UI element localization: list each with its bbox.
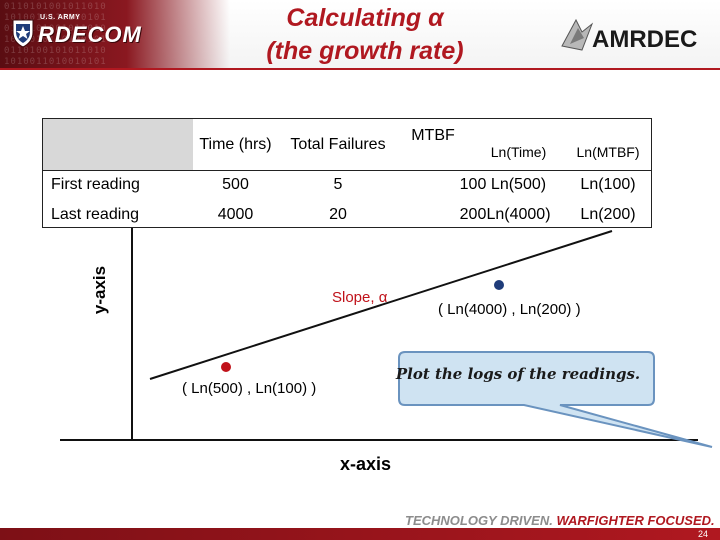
column-header-total-failures: Total Failures — [290, 135, 386, 153]
footer-tagline: TECHNOLOGY DRIVEN. WARFIGHTER FOCUSED. — [405, 513, 715, 528]
row-label-first-reading: First reading — [51, 176, 140, 193]
footer-bar — [0, 528, 720, 540]
header-rule — [0, 68, 720, 70]
last-mtbf-cell: 200 — [459, 205, 487, 223]
header-binary-pattern: 0110101001011010 1010010110100101 010110… — [0, 0, 230, 70]
shield-icon — [12, 19, 34, 48]
first-reading-point — [221, 362, 231, 372]
title-line-1: Calculating α — [286, 4, 444, 32]
army-label: U.S. ARMY — [40, 14, 81, 21]
first-ln-time-cell: Ln(500) — [490, 176, 547, 193]
title-line-2: (the growth rate) — [266, 37, 464, 65]
slope-label: Slope, α — [332, 289, 388, 306]
y-axis-label: y-axis — [90, 265, 109, 315]
amrdec-wordmark: AMRDEC — [592, 26, 698, 53]
last-time-cell: 4000 — [217, 205, 254, 223]
column-header-ln-mtbf: Ln(MTBF) — [576, 144, 640, 160]
amrdec-emblem-icon — [561, 18, 594, 51]
column-header-time: Time (hrs) — [199, 135, 272, 153]
row-divider — [43, 170, 651, 171]
header-corner-cell — [43, 119, 193, 170]
x-axis-label: x-axis — [340, 454, 392, 474]
first-ln-mtbf-cell: Ln(100) — [580, 176, 636, 193]
last-reading-point — [494, 280, 504, 290]
column-header-ln-time: Ln(Time) — [490, 144, 547, 160]
binary-decoration: 0110101001011010 1010010110100101 010110… — [4, 2, 107, 67]
last-failures-cell: 20 — [329, 205, 347, 223]
header-banner: 0110101001011010 1010010110100101 010110… — [0, 0, 720, 70]
rdecom-logo: U.S. ARMY RDECOM — [8, 12, 168, 52]
page-number: 24 — [697, 529, 708, 539]
amrdec-logo: AMRDEC — [560, 10, 710, 60]
last-ln-mtbf-cell: Ln(200) — [580, 205, 636, 223]
slope-line — [149, 230, 613, 380]
last-ln-time-cell: Ln(4000) — [486, 205, 551, 223]
first-mtbf-cell: 100 — [459, 176, 487, 193]
column-header-mtbf: MTBF — [411, 127, 455, 144]
callout-text: Plot the logs of the readings. — [395, 365, 641, 383]
first-failures-cell: 5 — [333, 176, 343, 193]
first-time-cell: 500 — [222, 176, 249, 193]
tagline-technology: TECHNOLOGY DRIVEN. — [405, 513, 553, 528]
readings-table: Time (hrs) Total Failures MTBF Ln(Time) … — [42, 118, 652, 228]
rdecom-wordmark: RDECOM — [38, 22, 142, 47]
callout-bubble — [398, 351, 713, 448]
first-point-label: ( Ln(500) , Ln(100) ) — [182, 380, 317, 397]
last-point-label: ( Ln(4000) , Ln(200) ) — [438, 301, 581, 318]
page-title: Calculating α (the growth rate) — [200, 2, 530, 68]
row-label-last-reading: Last reading — [51, 205, 140, 223]
tagline-warfighter: WARFIGHTER FOCUSED. — [556, 513, 715, 528]
